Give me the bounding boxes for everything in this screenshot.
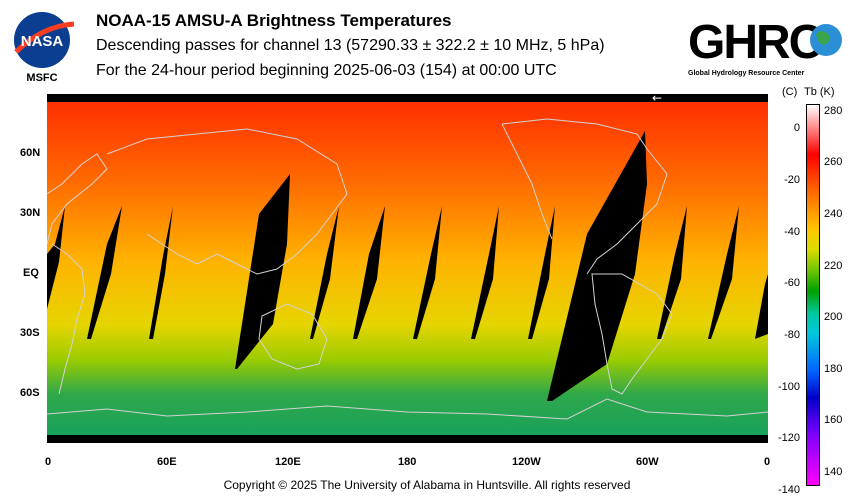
coastline-asia — [106, 128, 348, 275]
colorbar-kelvin-tick: 280 — [824, 104, 843, 117]
colorbar-celsius-tick: -100 — [777, 380, 800, 393]
swath-gap — [413, 206, 442, 339]
swath-gap — [657, 206, 687, 339]
colorbar-celsius-tick: -140 — [777, 483, 800, 496]
ghrc-logo: GHRC Global Hydrology Resource Center — [688, 16, 842, 77]
colorbar-kelvin-tick: 140 — [824, 466, 843, 479]
lon-label-120w: 120W — [512, 456, 541, 468]
lon-label-60w: 60W — [636, 456, 659, 468]
swath-gap — [235, 174, 290, 369]
lon-label-120e: 120E — [275, 456, 301, 468]
period-text: For the 24-hour period beginning 2025-06… — [96, 62, 557, 79]
swath-gap — [547, 131, 647, 401]
colorbar-celsius-tick: 0 — [793, 122, 800, 135]
swath-gap — [47, 206, 65, 309]
colorbar-celsius-tick: -40 — [784, 225, 800, 238]
colorbar-celsius-label: (C) — [782, 86, 798, 98]
lat-label-60s: 60S — [20, 387, 40, 399]
colorbar-kelvin-label: Tb (K) — [804, 86, 835, 98]
lat-label-60n: 60N — [20, 147, 41, 159]
lat-label-30n: 30N — [20, 207, 41, 219]
ghrc-tagline: Global Hydrology Resource Center — [688, 70, 805, 77]
swath-gap — [353, 206, 385, 339]
swath-gap — [471, 206, 499, 339]
map-arrow: ← — [652, 94, 662, 105]
colorbar-celsius-tick: -20 — [784, 174, 800, 187]
coastline-antarctica — [47, 398, 768, 420]
nasa-logo-text: NASA — [21, 33, 64, 50]
colorbar-celsius-tick: -120 — [777, 432, 800, 445]
swath-gap — [149, 206, 173, 339]
coastline-australia — [258, 303, 328, 370]
colorbar-kelvin-tick: 200 — [824, 311, 843, 324]
colorbar-celsius-tick: -80 — [784, 328, 800, 341]
colorbar-kelvin-tick: 240 — [824, 207, 843, 220]
msfc-label: MSFC — [26, 72, 57, 84]
lat-label-30s: 30S — [20, 327, 40, 339]
lon-label-0: 0 — [45, 456, 52, 468]
swath-gap — [87, 206, 122, 339]
polar-gap-north — [47, 94, 768, 102]
swath-gap — [755, 274, 768, 339]
lon-label-60e: 60E — [157, 456, 177, 468]
colorbar-kelvin-tick: 220 — [824, 259, 843, 272]
page-title: NOAA-15 AMSU-A Brightness Temperatures — [96, 11, 452, 30]
map-background — [47, 94, 768, 443]
colorbar-kelvin-tick: 180 — [824, 362, 843, 375]
lon-label-180: 180 — [398, 456, 417, 468]
coastline-north-america — [501, 118, 668, 275]
lat-label-eq: EQ — [23, 267, 39, 279]
swath-gaps — [47, 131, 768, 401]
colorbar-kelvin-tick: 260 — [824, 156, 843, 169]
page-subtitle: Descending passes for channel 13 (57290.… — [96, 37, 605, 54]
colorbar — [806, 104, 820, 486]
coastline-europe-africa — [47, 153, 108, 395]
coastlines — [47, 118, 768, 420]
colorbar-celsius-tick: -60 — [784, 277, 800, 290]
nasa-logo: NASA MSFC — [14, 12, 75, 84]
swath-gap — [310, 206, 339, 339]
brightness-temperature-map: ← — [47, 94, 768, 443]
lon-label-0-right: 0 — [764, 456, 771, 468]
colorbar-kelvin-tick: 160 — [824, 414, 843, 427]
swath-gap — [708, 206, 739, 339]
copyright-footer: Copyright © 2025 The University of Alaba… — [223, 478, 631, 492]
ghrc-logo-text: GHRC — [688, 16, 823, 69]
coastline-south-america — [591, 273, 673, 395]
swath-gap — [528, 206, 555, 339]
polar-gap-south — [47, 435, 768, 443]
